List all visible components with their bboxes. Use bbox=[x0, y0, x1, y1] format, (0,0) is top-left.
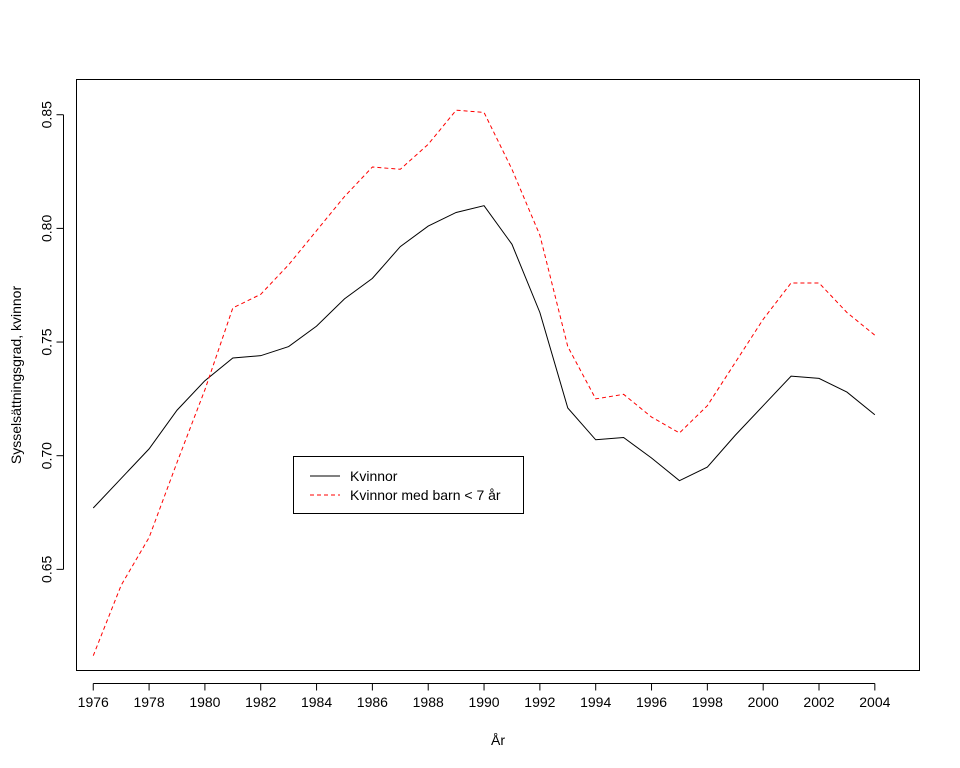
series-line-0 bbox=[92, 205, 876, 509]
y-tick-label: 0.80 bbox=[39, 215, 55, 242]
x-tick-label: 1998 bbox=[692, 694, 723, 710]
x-tick-label: 1984 bbox=[301, 694, 332, 710]
y-tick-label: 0.75 bbox=[39, 328, 55, 355]
x-tick-label: 1994 bbox=[580, 694, 611, 710]
legend: Kvinnor Kvinnor med barn < 7 år bbox=[293, 456, 524, 514]
x-tick-label: 2000 bbox=[748, 694, 779, 710]
y-tick-label: 0.70 bbox=[39, 442, 55, 469]
x-tick-label: 1982 bbox=[245, 694, 276, 710]
x-tick-label: 1996 bbox=[636, 694, 667, 710]
x-tick-label: 1976 bbox=[78, 694, 109, 710]
y-axis-title: Sysselsättningsgrad, kvinnor bbox=[8, 286, 24, 465]
y-tick-label: 0.85 bbox=[39, 101, 55, 128]
x-tick-label: 1978 bbox=[133, 694, 164, 710]
legend-box bbox=[293, 456, 524, 514]
x-axis: 1976 1978 1980 1982 1984 1986 1988 1990 1992 1994… bbox=[78, 683, 891, 710]
x-tick-label: 1980 bbox=[189, 694, 220, 710]
x-tick-label: 1986 bbox=[357, 694, 388, 710]
legend-label-kvinnor: Kvinnor bbox=[350, 468, 398, 484]
x-tick-label: 2002 bbox=[803, 694, 834, 710]
y-tick-label: 0.65 bbox=[39, 556, 55, 583]
series-layer bbox=[92, 109, 876, 656]
series-line-1 bbox=[92, 109, 876, 656]
plot-frame bbox=[76, 79, 920, 671]
x-axis-title: År bbox=[491, 732, 505, 748]
y-axis: 0.65 0.70 0.75 0.80 0.85 bbox=[39, 101, 64, 583]
x-tick-label: 1992 bbox=[524, 694, 555, 710]
x-tick-label: 2004 bbox=[859, 694, 890, 710]
x-tick-label: 1990 bbox=[468, 694, 499, 710]
x-tick-label: 1988 bbox=[413, 694, 444, 710]
legend-label-kvinnor-med-barn: Kvinnor med barn < 7 år bbox=[350, 487, 501, 503]
